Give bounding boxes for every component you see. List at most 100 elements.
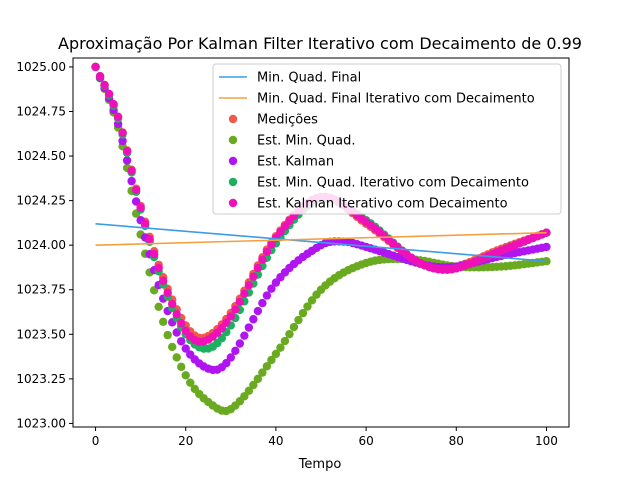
point-est-kalman-iterativo-com-decaimento xyxy=(109,100,118,109)
point-est-kalman xyxy=(253,306,263,316)
point-est-min-quad xyxy=(244,386,254,396)
line-min-quad-final xyxy=(95,222,547,263)
point-est-kalman xyxy=(118,136,127,146)
legend-entry-min-quad-final: Min. Quad. Final xyxy=(219,71,361,86)
point-est-kalman xyxy=(249,315,258,324)
point-est-kalman-iterativo-com-decaimento xyxy=(154,263,163,273)
point-est-kalman-iterativo-com-decaimento xyxy=(140,219,150,229)
point-est-kalman xyxy=(244,323,254,332)
point-est-kalman-iterativo-com-decaimento xyxy=(149,249,159,259)
legend-entry-est-min-quad-iterativo-com-decaimento: Est. Min. Quad. Iterativo com Decaimento xyxy=(228,176,529,191)
point-est-kalman-iterativo-com-decaimento xyxy=(172,310,181,319)
point-est-min-quad xyxy=(271,349,281,359)
point-est-kalman xyxy=(177,337,186,346)
x-tick-label: 20 xyxy=(178,434,193,448)
point-est-min-quad xyxy=(307,296,317,305)
point-est-kalman-iterativo-com-decaimento xyxy=(168,299,177,309)
point-est-min-quad xyxy=(258,368,267,377)
y-tick-label: 1024.50 xyxy=(16,149,66,163)
y-tick-label: 1025.00 xyxy=(16,60,66,74)
point-est-min-quad xyxy=(158,317,168,327)
point-est-kalman xyxy=(267,284,276,293)
point-est-kalman-iterativo-com-decaimento xyxy=(113,112,123,122)
legend-entry-medicoes: Medições xyxy=(228,113,318,128)
point-est-kalman-iterativo-com-decaimento xyxy=(122,146,132,156)
x-tick-label: 100 xyxy=(535,434,558,448)
point-est-kalman-iterativo-com-decaimento xyxy=(262,247,272,256)
x-tick-label: 40 xyxy=(268,434,283,448)
point-est-kalman xyxy=(222,358,231,368)
marks-layer xyxy=(91,62,551,416)
y-tick-label: 1023.50 xyxy=(16,327,66,341)
x-tick-label: 0 xyxy=(92,434,100,448)
legend-entry-est-min-quad: Est. Min. Quad. xyxy=(228,134,356,149)
point-est-min-quad xyxy=(285,329,294,339)
point-est-kalman-iterativo-com-decaimento xyxy=(104,89,114,99)
point-est-kalman-iterativo-com-decaimento xyxy=(226,312,236,321)
legend-dot-swatch xyxy=(228,198,238,208)
point-est-min-quad xyxy=(253,374,263,384)
point-est-min-quad xyxy=(289,322,299,332)
legend-dot-swatch xyxy=(228,156,238,166)
legend-label: Est. Min. Quad. xyxy=(257,134,356,149)
legend-label: Medições xyxy=(257,113,318,128)
point-est-min-quad xyxy=(186,378,195,387)
legend-box xyxy=(212,63,562,215)
point-est-min-quad xyxy=(249,380,258,390)
legend-entry-est-kalman: Est. Kalman xyxy=(228,155,334,170)
point-est-kalman-iterativo-com-decaimento xyxy=(249,272,258,281)
point-est-min-quad xyxy=(154,302,163,312)
line-min-quad-final-iterativo-com-decaimento xyxy=(95,231,547,246)
point-est-min-quad xyxy=(298,308,308,318)
point-est-min-quad xyxy=(280,336,290,346)
point-est-kalman-iterativo-com-decaimento xyxy=(127,166,136,175)
legend-dot-swatch xyxy=(228,135,238,145)
y-tick-label: 1024.00 xyxy=(16,238,66,252)
point-est-kalman-iterativo-com-decaimento xyxy=(222,318,231,327)
point-est-kalman-iterativo-com-decaimento xyxy=(231,305,240,314)
point-est-kalman-iterativo-com-decaimento xyxy=(276,227,285,237)
point-est-kalman-iterativo-com-decaimento xyxy=(235,297,245,307)
point-est-kalman-iterativo-com-decaimento xyxy=(253,263,263,273)
point-est-kalman-iterativo-com-decaimento xyxy=(136,203,145,212)
point-est-kalman xyxy=(235,339,245,348)
point-est-min-quad xyxy=(172,353,181,362)
point-est-kalman xyxy=(127,176,136,186)
y-tick-label: 1023.25 xyxy=(16,372,66,386)
legend-label: Est. Min. Quad. Iterativo com Decaimento xyxy=(257,176,529,191)
point-est-kalman xyxy=(231,346,240,356)
point-est-kalman xyxy=(131,197,141,206)
point-est-kalman-iterativo-com-decaimento xyxy=(145,235,154,244)
point-est-kalman-iterativo-com-decaimento xyxy=(177,319,186,328)
legend-label: Est. Kalman xyxy=(257,155,334,170)
point-est-kalman xyxy=(240,331,249,340)
y-tick-label: 1024.75 xyxy=(16,104,66,118)
x-tick-label: 60 xyxy=(358,434,373,448)
point-est-kalman-iterativo-com-decaimento xyxy=(131,185,141,195)
point-est-min-quad xyxy=(177,362,186,372)
legend-label: Est. Kalman Iterativo com Decaimento xyxy=(257,197,508,212)
point-est-kalman-iterativo-com-decaimento xyxy=(163,288,172,298)
point-est-min-quad xyxy=(303,302,312,311)
y-tick-label: 1023.75 xyxy=(16,283,66,297)
point-est-kalman-iterativo-com-decaimento xyxy=(118,128,127,137)
chart-title: Aproximação Por Kalman Filter Iterativo … xyxy=(58,34,582,53)
y-tick-label: 1023.00 xyxy=(16,416,66,430)
plot-frame xyxy=(72,57,570,428)
legend: Min. Quad. Final Min. Quad. Final Iterati… xyxy=(212,63,562,215)
x-axis-label: Tempo xyxy=(298,457,342,472)
legend-dot-swatch xyxy=(228,114,238,124)
point-est-kalman xyxy=(258,298,267,308)
point-est-kalman-iterativo-com-decaimento xyxy=(267,240,276,249)
point-est-kalman xyxy=(181,344,190,353)
point-est-kalman xyxy=(122,156,132,165)
x-tick-label: 80 xyxy=(449,434,464,448)
legend-entry-est-kalman-iterativo-com-decaimento: Est. Kalman Iterativo com Decaimento xyxy=(228,197,508,212)
point-est-min-quad xyxy=(267,355,276,365)
point-est-kalman-iterativo-com-decaimento xyxy=(244,281,254,290)
point-est-kalman-iterativo-com-decaimento xyxy=(95,72,105,81)
point-est-kalman-iterativo-com-decaimento xyxy=(91,62,100,72)
point-est-kalman-iterativo-com-decaimento xyxy=(240,289,249,298)
